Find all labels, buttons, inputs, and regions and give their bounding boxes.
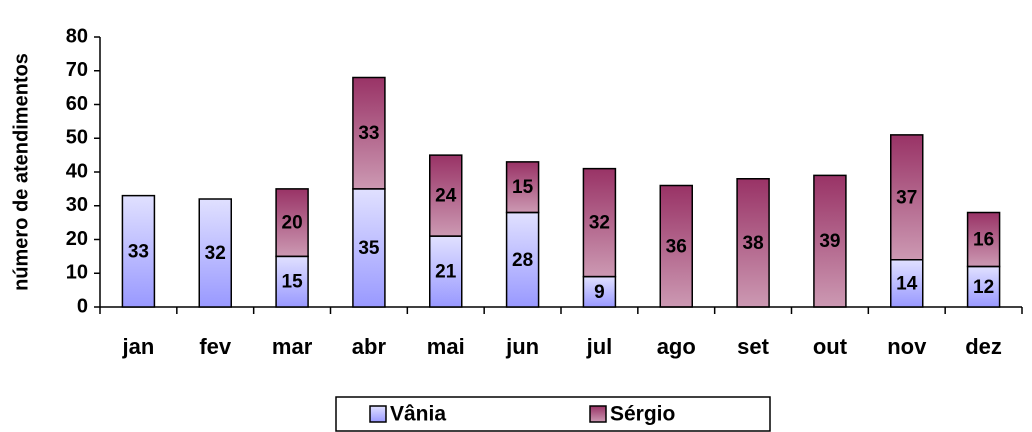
data-label: 35 <box>358 238 380 259</box>
x-tick-label: abr <box>352 334 387 359</box>
x-tick-label: mai <box>427 334 465 359</box>
y-tick-label: 40 <box>66 160 88 182</box>
x-tick-label: set <box>737 334 769 359</box>
bar-segment <box>659 184 693 308</box>
legend-box <box>335 396 771 432</box>
bar-segment <box>121 194 156 308</box>
x-tick-label: mar <box>272 334 313 359</box>
legend-swatch <box>589 405 607 423</box>
x-tick-label: nov <box>887 334 927 359</box>
x-tick-label: dez <box>965 334 1002 359</box>
y-tick-label: 10 <box>66 262 88 284</box>
data-label: 16 <box>973 230 994 251</box>
x-tick-label: ago <box>657 334 696 359</box>
data-label: 36 <box>666 236 687 257</box>
bar-segment <box>966 211 1001 268</box>
data-label: 21 <box>435 262 457 283</box>
bar-segment <box>736 178 770 308</box>
y-tick-label: 20 <box>66 228 88 250</box>
data-label: 12 <box>973 277 994 298</box>
data-label: 20 <box>282 213 303 234</box>
bar-segment <box>505 161 540 214</box>
bar-segment <box>505 211 540 308</box>
data-label: 32 <box>205 243 226 264</box>
y-tick-label: 70 <box>66 59 88 81</box>
data-label: 33 <box>128 241 149 262</box>
bar-segment <box>582 275 617 308</box>
x-tick-label: fev <box>199 334 232 359</box>
data-label: 37 <box>896 187 917 208</box>
bar-segment <box>966 265 1001 308</box>
legend-label: Sérgio <box>610 403 675 426</box>
bar-segment <box>890 259 924 308</box>
data-label: 32 <box>589 213 610 234</box>
data-label: 15 <box>282 272 304 293</box>
x-tick-label: jun <box>505 334 539 359</box>
data-label: 28 <box>512 250 533 271</box>
data-label: 39 <box>819 231 840 252</box>
y-tick-label: 30 <box>66 194 88 216</box>
data-label: 38 <box>743 233 764 254</box>
bar-segment <box>582 167 617 278</box>
y-tick-label: 60 <box>66 93 88 115</box>
bar-segment <box>275 188 309 258</box>
data-label: 9 <box>594 282 605 303</box>
x-tick-label: jul <box>586 334 613 359</box>
bar-segment <box>352 76 386 190</box>
y-axis-label: número de atendimentos <box>10 53 32 291</box>
data-label: 33 <box>358 123 379 144</box>
bar-segment <box>198 198 232 308</box>
bar-segment <box>813 174 847 308</box>
y-tick-label: 0 <box>77 295 88 317</box>
legend-label: Vânia <box>390 403 446 426</box>
data-label: 15 <box>512 177 534 198</box>
y-tick-label: 80 <box>66 25 88 47</box>
y-tick-label: 50 <box>66 127 88 149</box>
data-label: 24 <box>435 186 457 207</box>
x-tick-label: out <box>813 334 848 359</box>
data-label: 14 <box>896 273 918 294</box>
bar-segment <box>429 154 463 237</box>
legend-swatch <box>369 405 387 423</box>
x-tick-label: jan <box>122 334 155 359</box>
bar-segment <box>890 134 924 261</box>
